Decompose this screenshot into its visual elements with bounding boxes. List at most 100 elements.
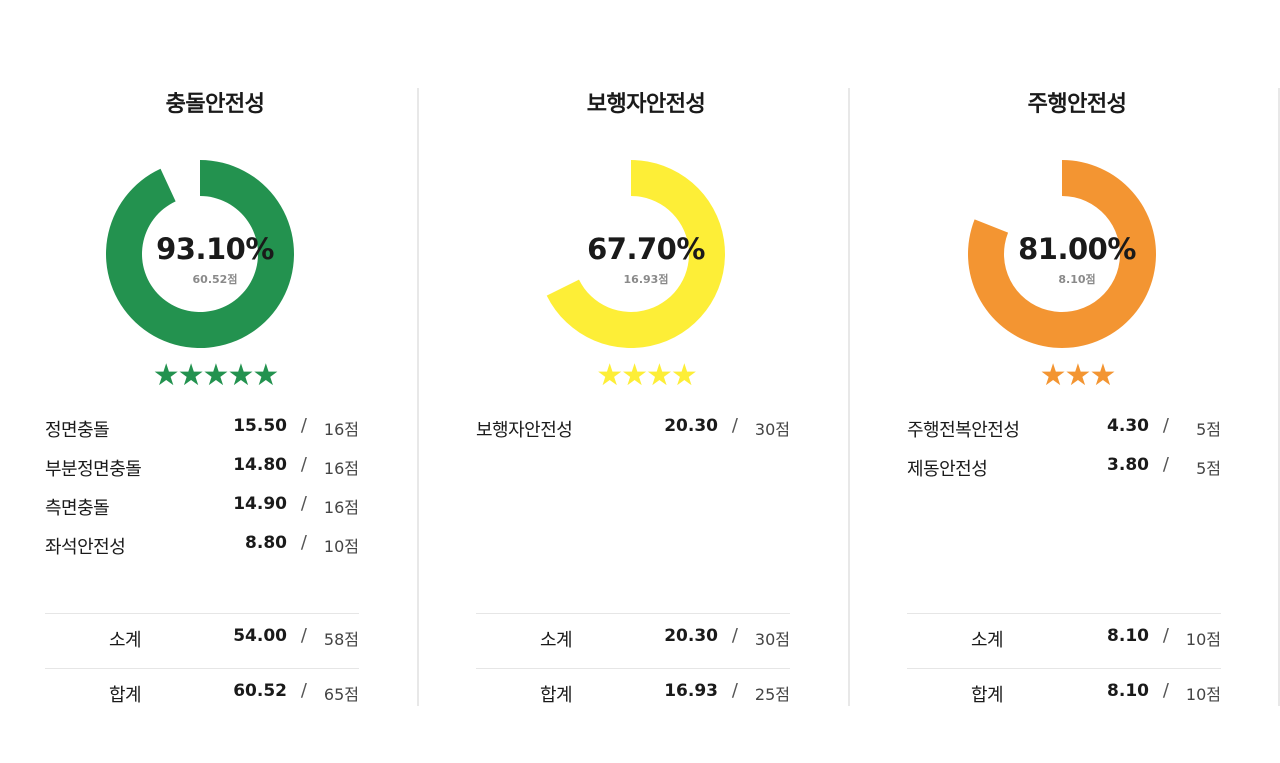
row-label: 좌석안전성 <box>45 537 126 558</box>
row-separator: / <box>300 415 307 436</box>
row-separator: / <box>1162 415 1169 436</box>
star-icon: ★ <box>177 358 205 393</box>
subtotal-row: 소계 20.30 / 30점 <box>476 625 790 656</box>
score-row: 부분정면충돌 14.80 / 16점 <box>45 454 359 485</box>
star-icon: ★ <box>596 358 623 393</box>
star-icon: ★ <box>1064 358 1092 393</box>
panel-title: 주행안전성 <box>1027 92 1127 117</box>
score-value: 60.52점 <box>192 273 238 286</box>
row-value: 20.30 <box>664 416 718 436</box>
row-max: 16점 <box>323 498 359 517</box>
rating-panel: 주행안전성 81.00% 8.10점 ★★★ 주행전복안전성 4.30/5점 제동안전성 3.… <box>862 0 1280 763</box>
star-icon: ★ <box>1089 358 1116 393</box>
row-separator: / <box>731 625 738 646</box>
percent-value: 81.00% <box>1018 232 1136 266</box>
row-label: 합계 <box>539 685 573 706</box>
row-label: 합계 <box>108 685 142 706</box>
row-label: 소계 <box>108 630 142 651</box>
row-max: 10점 <box>1185 630 1221 649</box>
row-max: 58점 <box>323 630 359 649</box>
row-value: 3.80 <box>1107 455 1149 475</box>
row-separator: / <box>1162 454 1169 475</box>
row-max: 5점 <box>1196 420 1221 439</box>
total-row: 합계 16.93 / 25점 <box>476 680 790 711</box>
row-separator: / <box>300 625 307 646</box>
row-label: 주행전복안전성 <box>907 420 1020 441</box>
total-row: 합계 8.10 / 10점 <box>907 680 1221 711</box>
row-separator: / <box>731 415 738 436</box>
score-row: 정면충돌 15.50 / 16점 <box>45 415 359 446</box>
row-label: 합계 <box>970 685 1004 706</box>
panel-title: 보행자안전성 <box>586 92 706 117</box>
score-value: 16.93점 <box>623 273 669 286</box>
row-separator: / <box>300 680 307 701</box>
star-icon: ★ <box>227 358 254 393</box>
row-label: 부분정면충돌 <box>45 459 142 480</box>
score-row: 주행전복안전성 4.30 / 5점 <box>907 415 1221 446</box>
row-separator: / <box>300 532 307 553</box>
row-separator: / <box>731 680 738 701</box>
star-rating: ★★★ <box>862 360 1280 392</box>
row-separator: / <box>300 454 307 475</box>
row-label: 소계 <box>539 630 573 651</box>
score-row: 제동안전성 3.80 / 5점 <box>907 454 1221 485</box>
row-divider <box>476 613 790 614</box>
row-label: 보행자안전성 <box>476 420 573 441</box>
star-icon: ★ <box>202 358 230 393</box>
row-value: 8.10 <box>1107 681 1149 701</box>
donut-chart <box>968 160 1156 348</box>
rating-panel: 충돌안전성 93.10% 60.52점 ★★★★★ 정면충돌 15.50/16점 부분정면충… <box>0 0 430 763</box>
score-row: 보행자안전성 20.30 / 30점 <box>476 415 790 446</box>
row-value: 8.10 <box>1107 626 1149 646</box>
star-rating: ★★★★ <box>431 360 861 392</box>
row-value: 14.80 <box>233 455 287 475</box>
row-value: 54.00 <box>233 626 287 646</box>
star-rating: ★★★★★ <box>0 360 430 392</box>
row-value: 8.80 <box>245 533 287 553</box>
panel-divider <box>1278 88 1280 706</box>
panel-divider <box>417 88 419 706</box>
row-label: 소계 <box>970 630 1004 651</box>
row-max: 30점 <box>754 420 790 439</box>
panel-title: 충돌안전성 <box>165 92 265 117</box>
row-value: 16.93 <box>664 681 718 701</box>
star-icon: ★ <box>152 358 180 393</box>
row-max: 5점 <box>1196 459 1221 478</box>
score-row: 좌석안전성 8.80 / 10점 <box>45 532 359 563</box>
total-row: 합계 60.52 / 65점 <box>45 680 359 711</box>
rating-panel: 보행자안전성 67.70% 16.93점 ★★★★ 보행자안전성 20.30/30점 소계 2… <box>431 0 861 763</box>
row-divider <box>476 668 790 669</box>
row-value: 14.90 <box>233 494 287 514</box>
row-max: 16점 <box>323 420 359 439</box>
row-divider <box>45 613 359 614</box>
subtotal-row: 소계 8.10 / 10점 <box>907 625 1221 656</box>
row-value: 20.30 <box>664 626 718 646</box>
donut-filled-segment <box>546 160 725 348</box>
row-value: 4.30 <box>1107 416 1149 436</box>
row-max: 10점 <box>1185 685 1221 704</box>
row-label: 제동안전성 <box>907 459 988 480</box>
row-max: 30점 <box>754 630 790 649</box>
row-divider <box>45 668 359 669</box>
percent-value: 93.10% <box>156 232 274 266</box>
donut-chart <box>546 160 725 348</box>
star-icon: ★ <box>646 358 673 393</box>
row-max: 25점 <box>754 685 790 704</box>
row-divider <box>907 668 1221 669</box>
row-separator: / <box>1162 625 1169 646</box>
row-divider <box>907 613 1221 614</box>
row-value: 60.52 <box>233 681 287 701</box>
star-icon: ★ <box>670 358 698 393</box>
donut-chart <box>105 160 294 348</box>
row-separator: / <box>300 493 307 514</box>
row-value: 15.50 <box>233 416 287 436</box>
score-value: 8.10점 <box>1058 273 1096 286</box>
row-label: 측면충돌 <box>45 498 110 519</box>
row-label: 정면충돌 <box>45 420 110 441</box>
star-icon: ★ <box>1039 358 1067 393</box>
panel-divider <box>848 88 850 706</box>
star-icon: ★ <box>252 358 279 393</box>
star-icon: ★ <box>621 358 648 393</box>
score-row: 측면충돌 14.90 / 16점 <box>45 493 359 524</box>
row-max: 65점 <box>323 685 359 704</box>
